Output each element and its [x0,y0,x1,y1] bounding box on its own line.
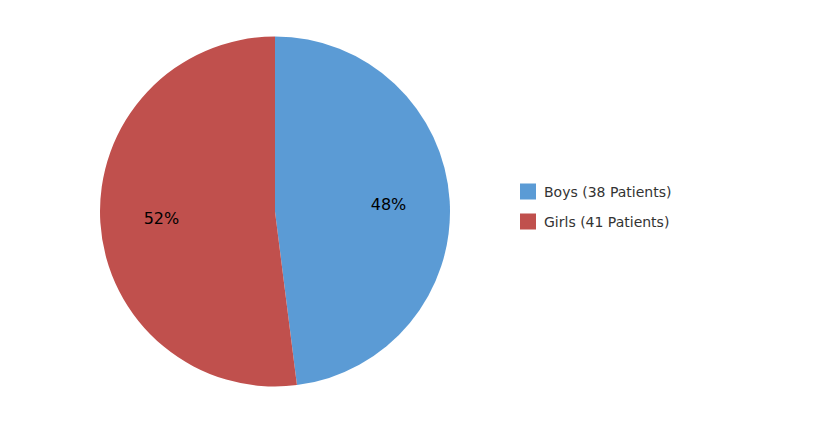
pie-slice [100,36,297,386]
data-label: 52% [144,209,180,228]
legend-label: Boys (38 Patients) [544,184,671,200]
legend-swatch [520,214,536,230]
pie-slice [275,37,450,386]
pie [100,36,450,386]
data-labels: 48% 52% [144,195,407,228]
legend-item: Boys (38 Patients) [520,184,671,200]
chart: 48% 52% Boys (38 Patients) Girls (41 Patien… [0,0,834,423]
legend-item: Girls (41 Patients) [520,214,669,230]
legend: Boys (38 Patients) Girls (41 Patients) [520,184,671,230]
legend-label: Girls (41 Patients) [544,214,669,230]
data-label: 48% [371,195,407,214]
legend-swatch [520,184,536,200]
